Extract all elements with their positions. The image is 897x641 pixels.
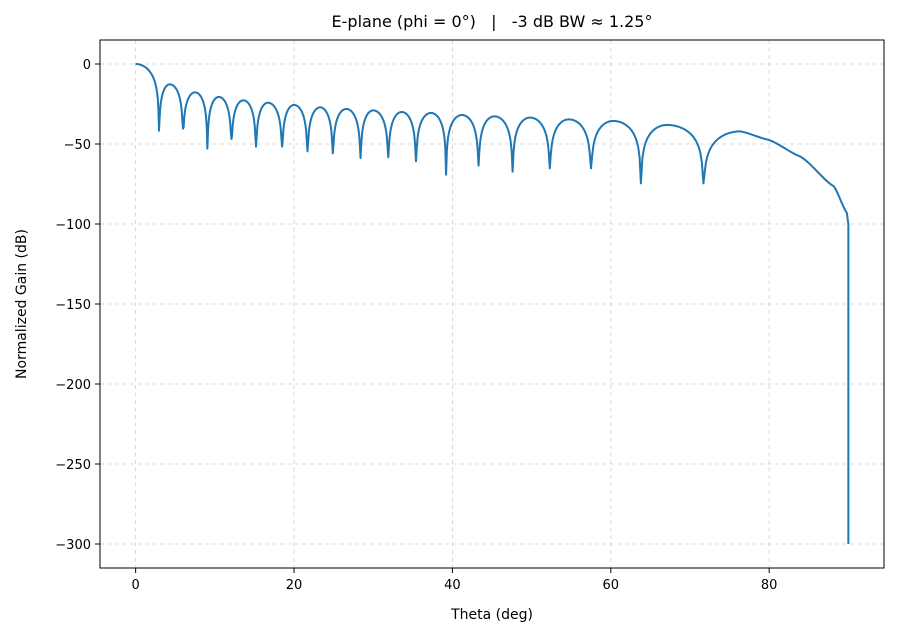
x-tick-label: 60 [603, 578, 620, 593]
x-axis: 0 20 40 60 80 [131, 568, 777, 593]
grid [100, 40, 884, 568]
x-tick-label: 0 [131, 578, 139, 593]
y-tick-label: −300 [55, 538, 91, 553]
y-tick-label: −50 [64, 138, 91, 153]
x-tick-label: 80 [761, 578, 778, 593]
y-tick-label: −200 [55, 378, 91, 393]
y-tick-label: −250 [55, 458, 91, 473]
y-tick-label: −150 [55, 298, 91, 313]
gain-curve [135, 63, 850, 544]
chart-title: E-plane (phi = 0°) | -3 dB BW ≈ 1.25° [332, 12, 653, 31]
x-tick-label: 20 [286, 578, 303, 593]
x-tick-label: 40 [444, 578, 461, 593]
y-axis-label: Normalized Gain (dB) [14, 229, 30, 379]
y-tick-label: 0 [83, 58, 91, 73]
y-tick-label: −100 [55, 218, 91, 233]
y-axis: 0 −50 −100 −150 −200 −250 −300 [55, 58, 100, 553]
x-axis-label: Theta (deg) [450, 607, 533, 623]
